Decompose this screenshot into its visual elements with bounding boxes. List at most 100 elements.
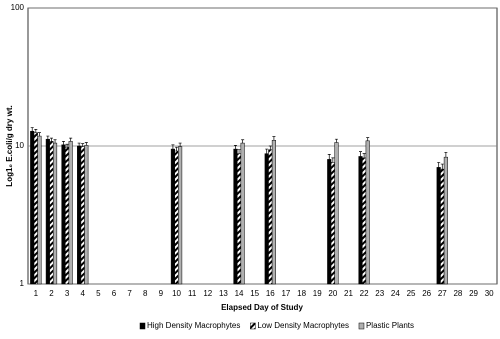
y-axis-title: Log1₀ E.coli/g dry wt. [5,105,14,186]
x-tick-label: 3 [65,289,70,298]
error-bar [171,144,175,150]
error-bar [34,129,38,133]
error-bar [175,146,179,151]
error-bar [61,141,65,145]
bar [170,148,175,285]
bar [240,142,245,285]
bar [264,153,269,285]
bar [65,146,70,285]
bar [61,144,66,285]
bar [271,140,276,285]
x-tick-label: 17 [281,289,290,298]
bar [358,156,363,285]
y-tick-label: 1 [20,279,25,288]
bar [365,140,370,285]
y-tick-label: 10 [15,141,24,150]
legend-swatch [139,322,146,330]
error-bar [437,162,441,168]
bar [80,146,85,285]
x-tick-label: 23 [375,289,384,298]
error-bar [362,153,366,158]
bar [237,153,242,285]
bar [443,156,448,285]
bar [49,141,54,285]
x-tick-label: 13 [219,289,228,298]
error-bar [268,145,272,150]
x-tick-label: 2 [49,289,54,298]
x-tick-label: 24 [391,289,400,298]
legend-swatch [358,322,365,330]
x-tick-label: 8 [143,289,148,298]
x-tick-label: 14 [235,289,244,298]
x-tick-label: 7 [127,289,132,298]
bar [436,167,441,285]
x-axis-title: Elapsed Day of Study [221,303,303,312]
legend-label: Plastic Plants [366,321,414,330]
bar [330,162,335,285]
x-tick-label: 1 [34,289,39,298]
error-bar [265,148,269,154]
x-tick-label: 15 [250,289,259,298]
x-tick-label: 4 [80,289,85,298]
x-tick-label: 9 [159,289,164,298]
legend-label: High Density Macrophytes [147,321,240,330]
legend-label: Low Density Macrophytes [257,321,349,330]
bar [68,141,73,285]
bar [37,135,42,285]
x-tick-label: 12 [203,289,212,298]
x-tick-label: 19 [313,289,322,298]
x-tick-label: 21 [344,289,353,298]
bar [362,157,367,285]
error-bar [331,157,335,163]
error-bar [37,132,41,137]
bar [178,146,183,285]
error-bar [272,136,276,141]
bar [84,145,89,285]
bar [327,159,332,285]
x-tick-label: 25 [407,289,416,298]
bar [33,132,38,285]
error-bar [237,149,241,154]
bar [53,142,58,285]
legend-swatch [250,322,256,330]
x-tick-label: 28 [453,289,462,298]
bar [233,148,238,285]
x-tick-label: 5 [96,289,101,298]
error-bar [178,142,182,147]
error-bar [84,142,88,146]
x-tick-label: 20 [328,289,337,298]
x-tick-label: 26 [422,289,431,298]
bar [77,145,82,285]
error-bar [81,143,85,147]
error-bar [440,163,444,170]
bar [440,168,445,285]
error-bar [49,137,53,142]
error-bar [334,138,338,143]
error-bar [65,143,69,148]
x-tick-label: 29 [469,289,478,298]
error-bar [46,135,50,140]
error-bar [53,139,57,144]
x-tick-label: 10 [172,289,181,298]
error-bar [366,137,370,141]
error-bar [359,151,363,157]
x-tick-label: 22 [360,289,369,298]
error-bar [30,127,34,132]
bar [268,149,273,285]
x-tick-label: 27 [438,289,447,298]
x-tick-label: 6 [112,289,117,298]
x-tick-label: 11 [188,289,197,298]
y-tick-label: 100 [11,3,25,12]
error-bar [444,151,448,158]
bar [174,150,179,285]
bar [30,130,35,285]
error-bar [77,142,81,146]
error-bar [69,137,73,142]
error-bar [327,153,331,160]
x-tick-label: 18 [297,289,306,298]
bar [334,142,339,285]
x-tick-label: 16 [266,289,275,298]
error-bar [241,139,245,144]
error-bar [233,145,237,150]
